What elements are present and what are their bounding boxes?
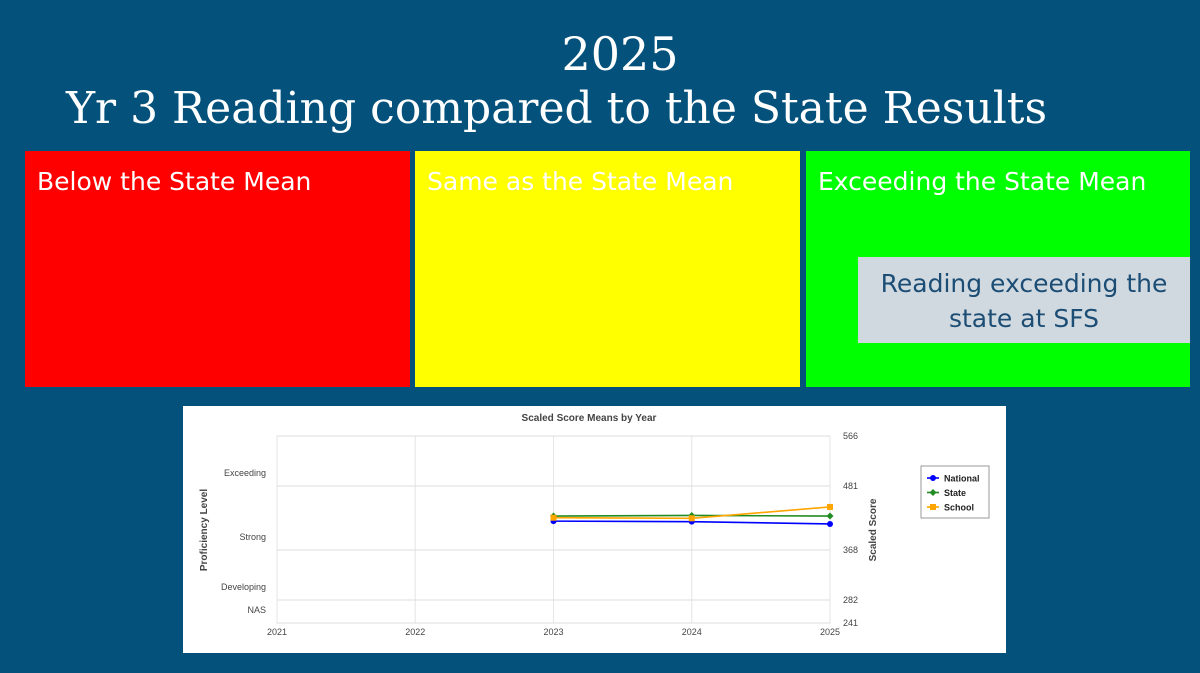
right-tick-label: 566 — [843, 431, 858, 441]
legend-label-national: National — [944, 474, 980, 484]
chart-title: Scaled Score Means by Year — [522, 413, 657, 424]
x-tick-label: 2022 — [405, 627, 425, 637]
right-tick-label: 282 — [843, 595, 858, 605]
chart-svg: Scaled Score Means by Year Proficiency L… — [199, 413, 990, 637]
right-tick-label: 481 — [843, 481, 858, 491]
below-state-box: Below the State Mean — [25, 151, 410, 387]
x-tick-label: 2023 — [543, 627, 563, 637]
data-point-school — [827, 503, 833, 510]
x-tick-label: 2021 — [267, 627, 287, 637]
data-point-state — [826, 512, 834, 520]
data-point-school — [688, 515, 695, 522]
proficiency-band-label: Exceeding — [224, 468, 266, 478]
data-point-school — [550, 514, 557, 521]
y-axis-label-left: Proficiency Level — [199, 489, 210, 571]
proficiency-band-label: Strong — [239, 532, 266, 542]
x-tick-label: 2025 — [820, 627, 840, 637]
proficiency-band-label: Developing — [221, 582, 266, 592]
legend-marker-school — [930, 504, 936, 510]
data-point-national — [827, 520, 833, 527]
right-tick-label: 241 — [843, 618, 858, 628]
same-as-state-label: Same as the State Mean — [427, 167, 734, 196]
slide-title: Yr 3 Reading compared to the State Resul… — [66, 83, 1048, 134]
legend-marker-state — [929, 489, 937, 496]
scaled-score-chart: Scaled Score Means by Year Proficiency L… — [183, 406, 1006, 653]
legend-label-school: School — [944, 503, 974, 513]
proficiency-band-label: NAS — [247, 605, 266, 615]
exceeding-state-label: Exceeding the State Mean — [818, 167, 1147, 196]
reading-callout: Reading exceeding the state at SFS — [858, 257, 1190, 343]
legend-marker-national — [930, 475, 936, 481]
same-as-state-box: Same as the State Mean — [415, 151, 800, 387]
below-state-label: Below the State Mean — [37, 167, 312, 196]
right-tick-label: 368 — [843, 545, 858, 555]
y-axis-label-right: Scaled Score — [868, 498, 879, 561]
slide-year: 2025 — [561, 27, 679, 81]
x-tick-label: 2024 — [682, 627, 702, 637]
legend-label-state: State — [944, 488, 966, 498]
